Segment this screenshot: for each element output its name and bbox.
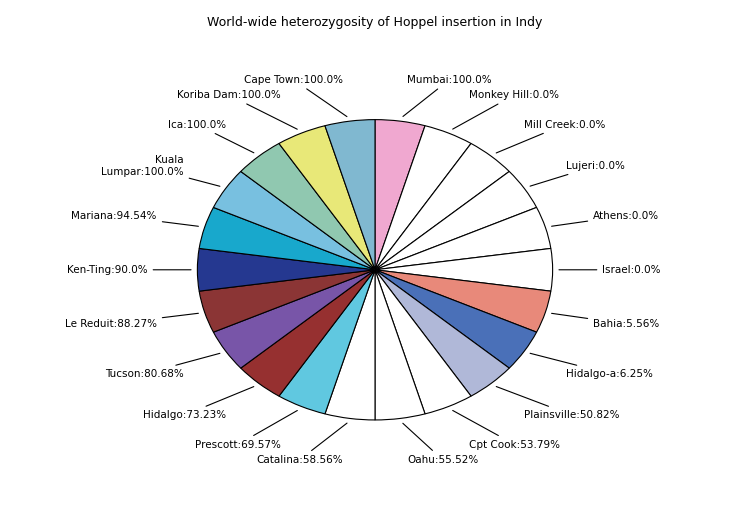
Text: Mill Creek:0.0%: Mill Creek:0.0%	[496, 120, 605, 153]
Text: Hidalgo-a:6.25%: Hidalgo-a:6.25%	[530, 353, 653, 379]
Text: Cape Town:100.0%: Cape Town:100.0%	[244, 75, 347, 116]
Text: Monkey Hill:0.0%: Monkey Hill:0.0%	[453, 90, 560, 129]
Wedge shape	[200, 270, 375, 332]
Text: Ken-Ting:90.0%: Ken-Ting:90.0%	[67, 265, 191, 275]
Text: Plainsville:50.82%: Plainsville:50.82%	[496, 387, 620, 420]
Wedge shape	[375, 207, 550, 270]
Title: World-wide heterozygosity of Hoppel insertion in Indy: World-wide heterozygosity of Hoppel inse…	[207, 16, 543, 29]
Wedge shape	[200, 207, 375, 270]
Wedge shape	[375, 270, 536, 368]
Wedge shape	[325, 120, 375, 270]
Text: Prescott:69.57%: Prescott:69.57%	[195, 411, 297, 450]
Text: Tucson:80.68%: Tucson:80.68%	[105, 353, 220, 379]
Text: Mariana:94.54%: Mariana:94.54%	[71, 211, 199, 226]
Wedge shape	[325, 270, 375, 420]
Text: Athens:0.0%: Athens:0.0%	[551, 211, 659, 226]
Wedge shape	[241, 270, 375, 396]
Wedge shape	[197, 249, 375, 291]
Wedge shape	[279, 270, 375, 414]
Wedge shape	[214, 171, 375, 270]
Wedge shape	[241, 143, 375, 270]
Text: Israel:0.0%: Israel:0.0%	[559, 265, 661, 275]
Text: Lujeri:0.0%: Lujeri:0.0%	[530, 161, 626, 186]
Wedge shape	[375, 126, 471, 270]
Wedge shape	[375, 249, 553, 291]
Text: Koriba Dam:100.0%: Koriba Dam:100.0%	[177, 90, 297, 129]
Wedge shape	[375, 270, 509, 396]
Text: Catalina:58.56%: Catalina:58.56%	[256, 423, 347, 465]
Wedge shape	[375, 270, 550, 332]
Text: Bahia:5.56%: Bahia:5.56%	[551, 313, 659, 329]
Text: Ica:100.0%: Ica:100.0%	[168, 120, 254, 153]
Text: Oahu:55.52%: Oahu:55.52%	[403, 423, 478, 465]
Wedge shape	[375, 270, 425, 420]
Text: Hidalgo:73.23%: Hidalgo:73.23%	[143, 387, 254, 420]
Text: Kuala
Lumpar:100.0%: Kuala Lumpar:100.0%	[101, 155, 220, 186]
Text: Mumbai:100.0%: Mumbai:100.0%	[403, 75, 492, 116]
Wedge shape	[375, 120, 425, 270]
Wedge shape	[375, 270, 471, 414]
Wedge shape	[375, 171, 536, 270]
Wedge shape	[214, 270, 375, 368]
Text: Le Reduit:88.27%: Le Reduit:88.27%	[64, 313, 199, 329]
Wedge shape	[279, 126, 375, 270]
Text: Cpt Cook:53.79%: Cpt Cook:53.79%	[453, 411, 560, 450]
Wedge shape	[375, 143, 509, 270]
